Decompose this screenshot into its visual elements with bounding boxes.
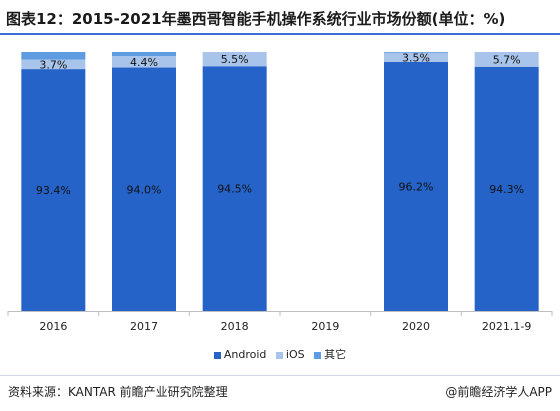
- bar-android-2018: [202, 66, 267, 312]
- x-tick-label: 2020: [402, 320, 430, 333]
- x-tick-label: 2018: [221, 320, 249, 333]
- x-tick-label: 2016: [39, 320, 67, 333]
- bar-ios-2020: [384, 52, 448, 62]
- legend-swatch-android: [213, 351, 221, 359]
- data-label: 94.5%: [217, 183, 252, 196]
- data-label: 93.4%: [36, 184, 71, 197]
- legend-swatch-other: [314, 351, 322, 359]
- bar-ios-2021.1-9: [474, 52, 539, 67]
- source-note: 资料来源：KANTAR 前瞻产业研究院整理: [8, 385, 228, 399]
- chart-title: 图表12：2015-2021年墨西哥智能手机操作系统行业市场份额(单位：%): [6, 10, 506, 28]
- bar-android-2017: [112, 67, 176, 311]
- legend-item-android: Android: [213, 348, 267, 361]
- data-label: 5.5%: [221, 53, 249, 66]
- legend-label-ios: iOS: [285, 348, 305, 361]
- bar-其它-2020: [384, 52, 448, 53]
- bar-ios-2018: [202, 52, 267, 67]
- bar-ios-2016: [21, 59, 86, 70]
- x-tick-label: 2021.1-9: [482, 320, 531, 333]
- bar-android-2021.1-9: [474, 66, 539, 311]
- legend-swatch-ios: [275, 351, 283, 359]
- data-label: 4.4%: [130, 56, 158, 69]
- data-label: 94.3%: [489, 183, 524, 196]
- x-tick-label: 2017: [130, 320, 158, 333]
- stacked-bar-chart: 2016 93.4% 3.7% 2017 94.0% 4.4% 2018 94.5% 5.5% 2…: [7, 51, 553, 333]
- bar-android-2020: [384, 61, 448, 312]
- data-label: 96.2%: [399, 180, 434, 193]
- data-label: 5.7%: [493, 53, 521, 66]
- brand-credit: @前瞻经济学人APP: [445, 385, 552, 399]
- legend-label-other: 其它: [324, 348, 347, 361]
- bar-其它-2016: [21, 52, 86, 60]
- x-tick-label: 2019: [311, 320, 339, 333]
- bar-其它-2017: [112, 52, 176, 57]
- legend-item-other: 其它: [314, 346, 346, 362]
- chart-legend: Android iOS 其它: [0, 346, 560, 362]
- footer-divider: [0, 375, 560, 376]
- legend-item-ios: iOS: [275, 348, 305, 361]
- data-label: 3.5%: [402, 51, 430, 64]
- title-underline: [0, 33, 560, 35]
- bar-ios-2017: [112, 56, 176, 68]
- legend-label-android: Android: [223, 348, 267, 361]
- data-label: 94.0%: [127, 183, 162, 196]
- bar-android-2016: [21, 69, 86, 312]
- data-label: 3.7%: [39, 58, 67, 71]
